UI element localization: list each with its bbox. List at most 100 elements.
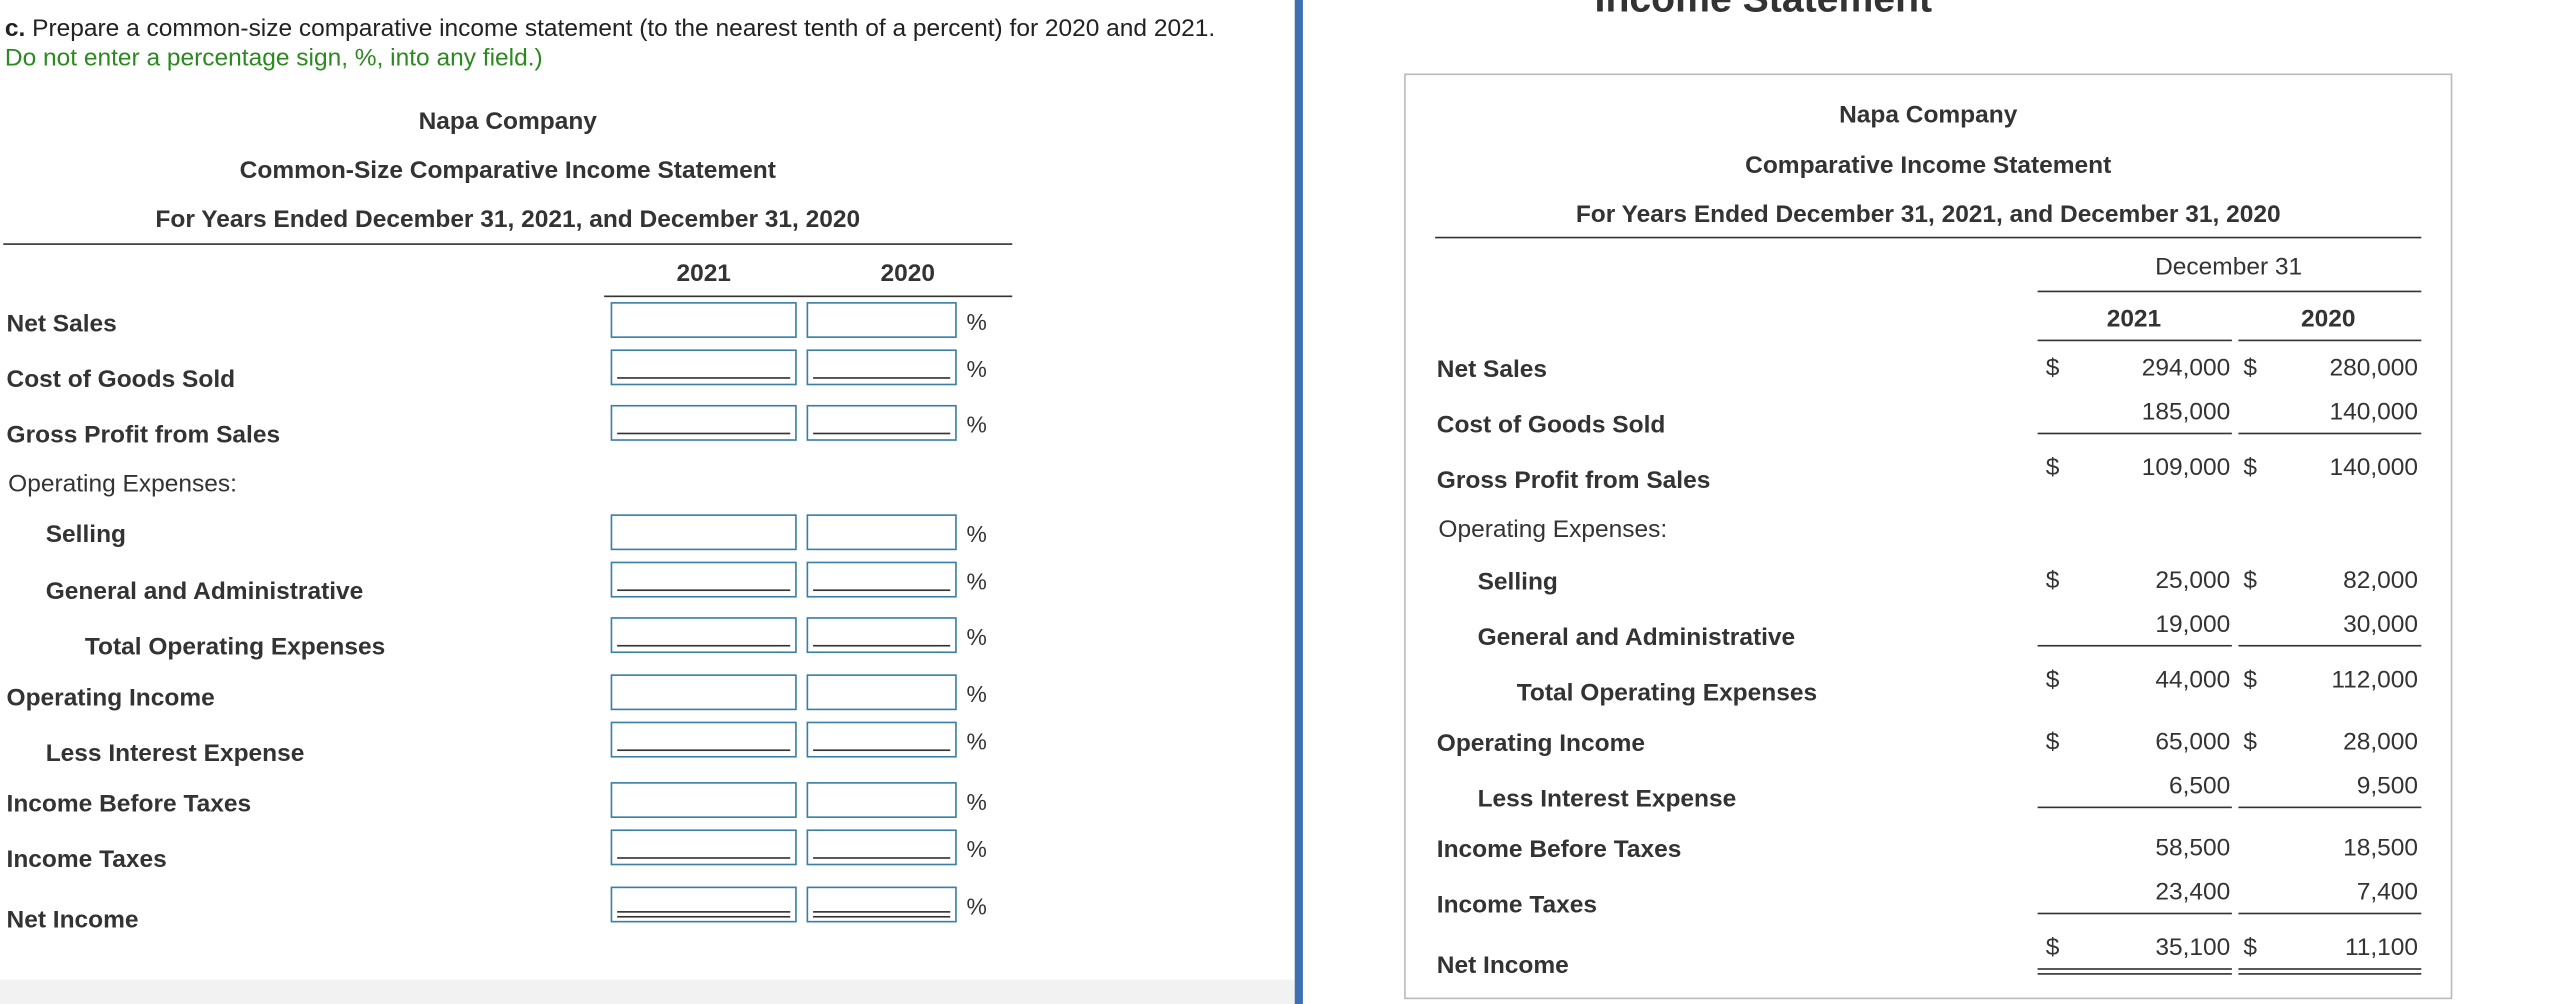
row-label: Operating Expenses: — [1438, 515, 1668, 544]
percent-input[interactable] — [806, 561, 957, 598]
divider — [1294, 0, 1303, 1004]
row-label: Net Income — [1436, 951, 1569, 980]
amount: 9,500 — [2356, 772, 2419, 801]
amount: 23,400 — [2155, 878, 2231, 907]
rule — [2037, 973, 2232, 975]
percent-input[interactable] — [610, 561, 797, 598]
percent-input[interactable] — [806, 721, 957, 758]
rule — [2037, 912, 2232, 915]
row-label: Income Taxes — [6, 845, 167, 874]
percent-input[interactable] — [610, 514, 797, 551]
row-label: General and Administrative — [45, 577, 364, 606]
rule — [604, 295, 1013, 298]
percent-input[interactable] — [610, 782, 797, 818]
form-title: Common-Size Comparative Income Statement — [239, 156, 776, 185]
column-header: 2021 — [2106, 305, 2162, 334]
percent-sign: % — [966, 520, 987, 547]
percent-input[interactable] — [610, 886, 797, 923]
percent-input[interactable] — [806, 617, 957, 654]
percent-input[interactable] — [806, 829, 957, 866]
amount: 44,000 — [2155, 666, 2231, 694]
percent-input[interactable] — [806, 349, 957, 386]
currency: $ — [2045, 728, 2060, 756]
currency: $ — [2045, 453, 2060, 482]
percent-sign: % — [966, 355, 987, 383]
amount: 18,500 — [2343, 834, 2419, 863]
prompt-label: c. — [4, 14, 26, 43]
currency: $ — [2243, 933, 2257, 962]
row-label: Income Before Taxes — [1436, 835, 1682, 864]
statement-title: Comparative Income Statement — [1745, 151, 2112, 180]
percent-input[interactable] — [806, 782, 957, 818]
row-label: Total Operating Expenses — [84, 633, 386, 662]
rule — [2238, 912, 2422, 915]
rule — [2037, 339, 2232, 342]
row-label: Cost of Goods Sold — [6, 365, 236, 394]
rule — [2238, 432, 2422, 435]
rule — [1435, 236, 2422, 239]
rule — [2238, 339, 2422, 342]
percent-sign: % — [966, 893, 987, 920]
row-label: Income Before Taxes — [6, 790, 252, 818]
date-header: December 31 — [2155, 253, 2303, 281]
percent-input[interactable] — [610, 829, 797, 866]
percent-sign: % — [966, 788, 987, 815]
percent-input[interactable] — [610, 674, 797, 711]
row-label: Selling — [45, 520, 127, 549]
rule — [2037, 644, 2232, 647]
amount: 6,500 — [2168, 772, 2231, 801]
row-label: Net Sales — [6, 310, 117, 338]
row-label: Operating Expenses: — [8, 470, 237, 498]
column-header: 2020 — [2300, 305, 2356, 334]
percent-input[interactable] — [806, 514, 957, 551]
currency: $ — [2045, 566, 2060, 595]
percent-input[interactable] — [610, 721, 797, 758]
row-label: Net Income — [6, 906, 139, 934]
rule — [2037, 806, 2232, 809]
percent-input[interactable] — [806, 404, 957, 441]
row-label: Less Interest Expense — [45, 739, 305, 768]
prompt-note: Do not enter a percentage sign, %, into … — [4, 44, 543, 72]
currency: $ — [2243, 728, 2257, 756]
percent-sign: % — [966, 411, 987, 438]
row-label: Total Operating Expenses — [1516, 679, 1818, 707]
percent-input[interactable] — [806, 886, 957, 923]
prompt: c. Prepare a common-size comparative inc… — [5, 15, 1215, 43]
statement-company: Napa Company — [1839, 101, 2018, 129]
rule — [2238, 806, 2422, 809]
percent-sign: % — [966, 728, 987, 755]
amount: 109,000 — [2141, 453, 2231, 482]
amount: 28,000 — [2343, 728, 2419, 756]
rule — [2238, 968, 2422, 970]
currency: $ — [2243, 453, 2257, 482]
rule — [3, 243, 1013, 245]
rule — [2037, 432, 2232, 435]
amount: 82,000 — [2343, 566, 2419, 595]
amount: 140,000 — [2329, 398, 2419, 427]
row-label: General and Administrative — [1477, 623, 1796, 652]
percent-input[interactable] — [806, 302, 957, 338]
row-label: Income Taxes — [1436, 891, 1597, 920]
percent-input[interactable] — [610, 349, 797, 386]
currency: $ — [2243, 666, 2257, 694]
form-company: Napa Company — [418, 107, 597, 136]
row-label: Operating Income — [1436, 729, 1645, 758]
currency: $ — [2045, 354, 2060, 383]
prompt-text: Prepare a common-size comparative income… — [32, 14, 1216, 43]
percent-input[interactable] — [610, 404, 797, 441]
column-header: 2021 — [676, 259, 731, 288]
row-label: Net Sales — [1436, 355, 1548, 384]
percent-input[interactable] — [610, 302, 797, 338]
percent-sign: % — [966, 623, 987, 650]
statement-frame — [1404, 73, 2453, 1000]
amount: 25,000 — [2155, 566, 2231, 595]
percent-input[interactable] — [610, 617, 797, 654]
row-label: Cost of Goods Sold — [1436, 411, 1666, 440]
percent-input[interactable] — [806, 674, 957, 711]
form-period: For Years Ended December 31, 2021, and D… — [155, 205, 861, 234]
percent-sign: % — [966, 308, 987, 335]
percent-sign: % — [966, 680, 987, 707]
statement-period: For Years Ended December 31, 2021, and D… — [1575, 200, 2281, 229]
amount: 294,000 — [2141, 354, 2231, 383]
